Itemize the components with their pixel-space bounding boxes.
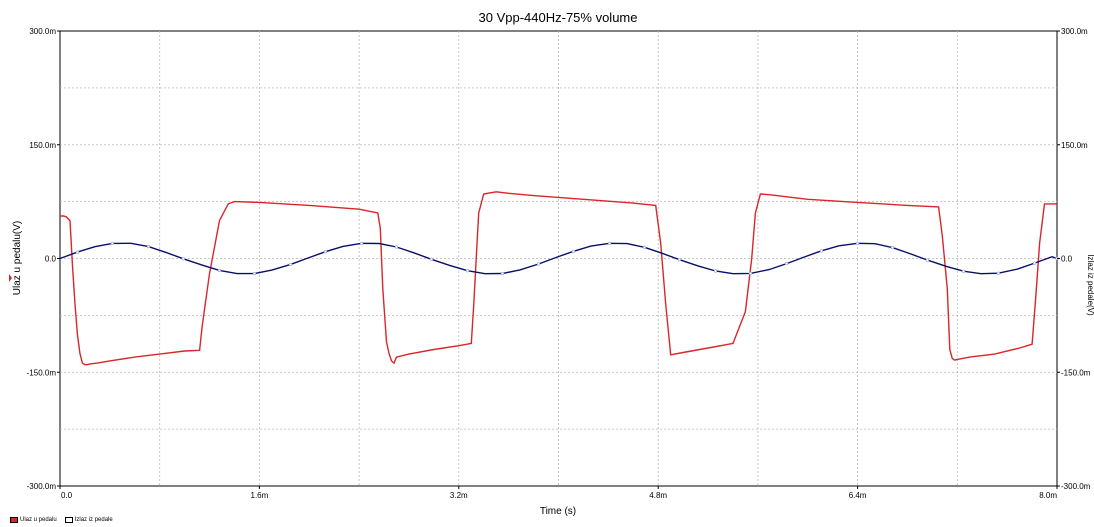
left-axis-marker-icon [9, 274, 12, 282]
series-point-ulaz-u-pedalu [784, 261, 789, 266]
series-point-ulaz-u-pedalu [394, 245, 399, 249]
series-point-ulaz-u-pedalu [181, 257, 185, 261]
series-point-ulaz-u-pedalu [890, 245, 895, 250]
y-tick-label-left: 300.0m [29, 27, 56, 36]
legend-label-input: Ulaz u pedalu [20, 517, 57, 523]
y-tick-label-right: -150.0m [1061, 368, 1091, 377]
legend-swatch-input-icon [10, 517, 18, 523]
x-ticks: 0.0 1.6m 3.2m 4.8m 6.4m 8.0m [59, 486, 1058, 500]
x-tick-label: 8.0m [1039, 491, 1057, 500]
legend-item-input[interactable]: Ulaz u pedalu [10, 514, 57, 526]
legend-label-output: Izlaz iz pedale [74, 517, 113, 523]
series-line-izlaz-iz-pedale [60, 191, 1057, 366]
series-point-ulaz-u-pedalu [713, 269, 718, 273]
series-point-ulaz-u-pedalu [252, 271, 257, 276]
y-ticks-left: 300.0m 150.0m 0.0 -150.0m -300.0m [27, 27, 60, 491]
series-point-ulaz-u-pedalu [607, 241, 612, 245]
series-point-ulaz-u-pedalu [748, 271, 753, 275]
series-point-ulaz-u-pedalu [359, 241, 364, 245]
series-point-ulaz-u-pedalu [217, 268, 222, 273]
y-tick-label-left: -300.0m [27, 482, 57, 491]
series-point-ulaz-u-pedalu [571, 249, 576, 253]
y-tick-label-right: 0.0 [1061, 255, 1073, 264]
chart-title: 30 Vpp-440Hz-75% volume [479, 10, 638, 25]
series-point-ulaz-u-pedalu [819, 249, 824, 253]
series-line-ulaz-u-pedalu [59, 242, 1058, 275]
y-tick-label-left: 0.0 [45, 255, 57, 264]
y-axis-label-left: Ulaz u pedalu(V) [12, 221, 23, 295]
series-point-ulaz-u-pedalu [642, 245, 647, 249]
series-point-ulaz-u-pedalu [677, 258, 681, 262]
legend-swatch-output-icon [64, 517, 73, 523]
y-ticks-right: 300.0m 150.0m 0.0 -150.0m -300.0m [1057, 27, 1091, 491]
x-tick-label: 0.0 [61, 491, 73, 500]
series-layer [59, 191, 1059, 366]
x-tick-label: 6.4m [849, 491, 867, 500]
x-axis-label: Time (s) [540, 506, 576, 517]
plot-area [59, 30, 1058, 487]
y-tick-label-left: -150.0m [27, 368, 57, 377]
series-point-ulaz-u-pedalu [110, 241, 114, 246]
series-point-ulaz-u-pedalu [961, 269, 966, 273]
y-tick-label-right: 150.0m [1061, 141, 1088, 150]
y-tick-label-left: 150.0m [29, 141, 56, 150]
x-tick-label: 1.6m [251, 491, 269, 500]
series-point-ulaz-u-pedalu [75, 250, 80, 254]
series-point-ulaz-u-pedalu [500, 271, 505, 276]
series-point-ulaz-u-pedalu [1032, 261, 1037, 265]
series-point-ulaz-u-pedalu [146, 244, 151, 249]
y-tick-label-right: 300.0m [1061, 27, 1088, 36]
series-point-ulaz-u-pedalu [465, 269, 470, 273]
x-tick-label: 3.2m [450, 491, 468, 500]
legend: Ulaz u pedalu Izlaz iz pedale [10, 514, 113, 526]
legend-item-output[interactable]: Izlaz iz pedale [64, 514, 113, 526]
series-point-ulaz-u-pedalu [925, 258, 929, 262]
series-point-ulaz-u-pedalu [288, 262, 293, 267]
series-point-ulaz-u-pedalu [323, 250, 328, 254]
series-point-ulaz-u-pedalu [996, 271, 1001, 275]
series-point-ulaz-u-pedalu [429, 257, 433, 261]
series-point-ulaz-u-pedalu [855, 241, 860, 245]
y-tick-label-right: -300.0m [1061, 482, 1091, 491]
x-tick-label: 4.8m [649, 491, 667, 500]
series-point-ulaz-u-pedalu [536, 262, 541, 266]
y-axis-label-right: Izlaz iz pedale(V) [1086, 254, 1094, 316]
